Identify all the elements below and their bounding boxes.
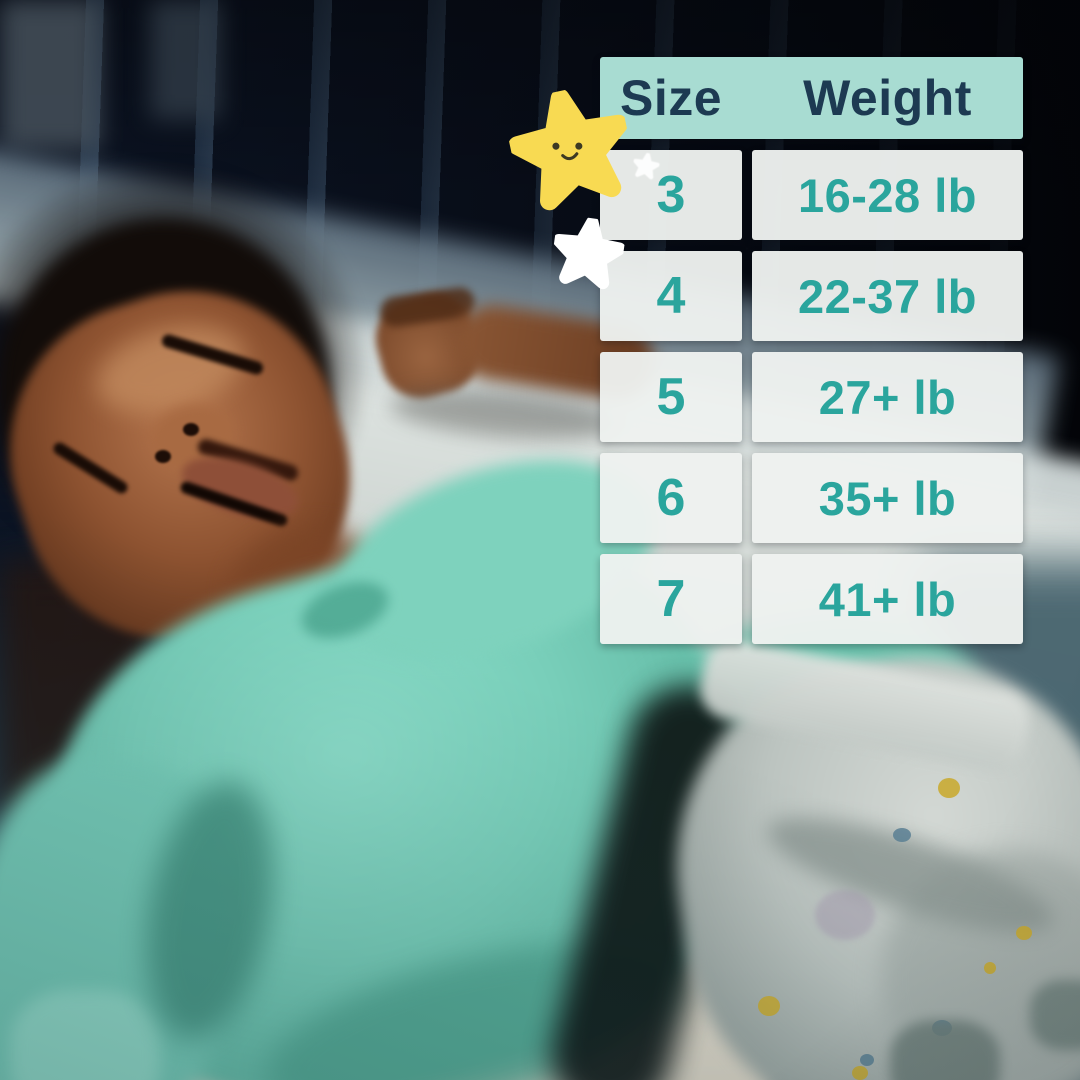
photo-nostril [183, 423, 199, 436]
photo-nostril [155, 450, 171, 463]
table-header: Size Weight [600, 57, 1023, 139]
sparkle-star-icon [633, 152, 660, 180]
smiling-star-icon [508, 88, 628, 211]
photo-diaper-print [938, 778, 960, 798]
column-header-weight: Weight [803, 70, 972, 126]
table-row-weight: 41+ lb [752, 554, 1023, 644]
table-row-size: 4 [600, 251, 742, 341]
size-weight-table: Size Weight 3 16-28 lb 4 22-37 lb 5 27+ … [600, 57, 1023, 644]
photo-diaper-print [893, 828, 911, 842]
photo-diaper-print [758, 996, 780, 1016]
table-row-size: 6 [600, 453, 742, 543]
photo-diaper-print [890, 1020, 1000, 1080]
photo-light-patch [150, 0, 220, 120]
table-row-size: 3 [600, 150, 742, 240]
table-row-size: 7 [600, 554, 742, 644]
photo-shirt-cuff [10, 990, 160, 1080]
table-row-weight: 35+ lb [752, 453, 1023, 543]
photo-diaper-print [1016, 926, 1032, 940]
photo-diaper-print [860, 1054, 874, 1066]
column-header-size: Size [619, 70, 723, 126]
photo-diaper-print [1030, 980, 1080, 1050]
photo-light-patch [0, 0, 100, 150]
table-row-weight: 16-28 lb [752, 150, 1023, 240]
white-star-icon [552, 216, 626, 290]
table-row-size: 5 [600, 352, 742, 442]
table-row-weight: 27+ lb [752, 352, 1023, 442]
photo-diaper-print [852, 1066, 868, 1080]
photo-diaper-print [815, 890, 875, 940]
table-row-weight: 22-37 lb [752, 251, 1023, 341]
photo-diaper-print [984, 962, 996, 974]
